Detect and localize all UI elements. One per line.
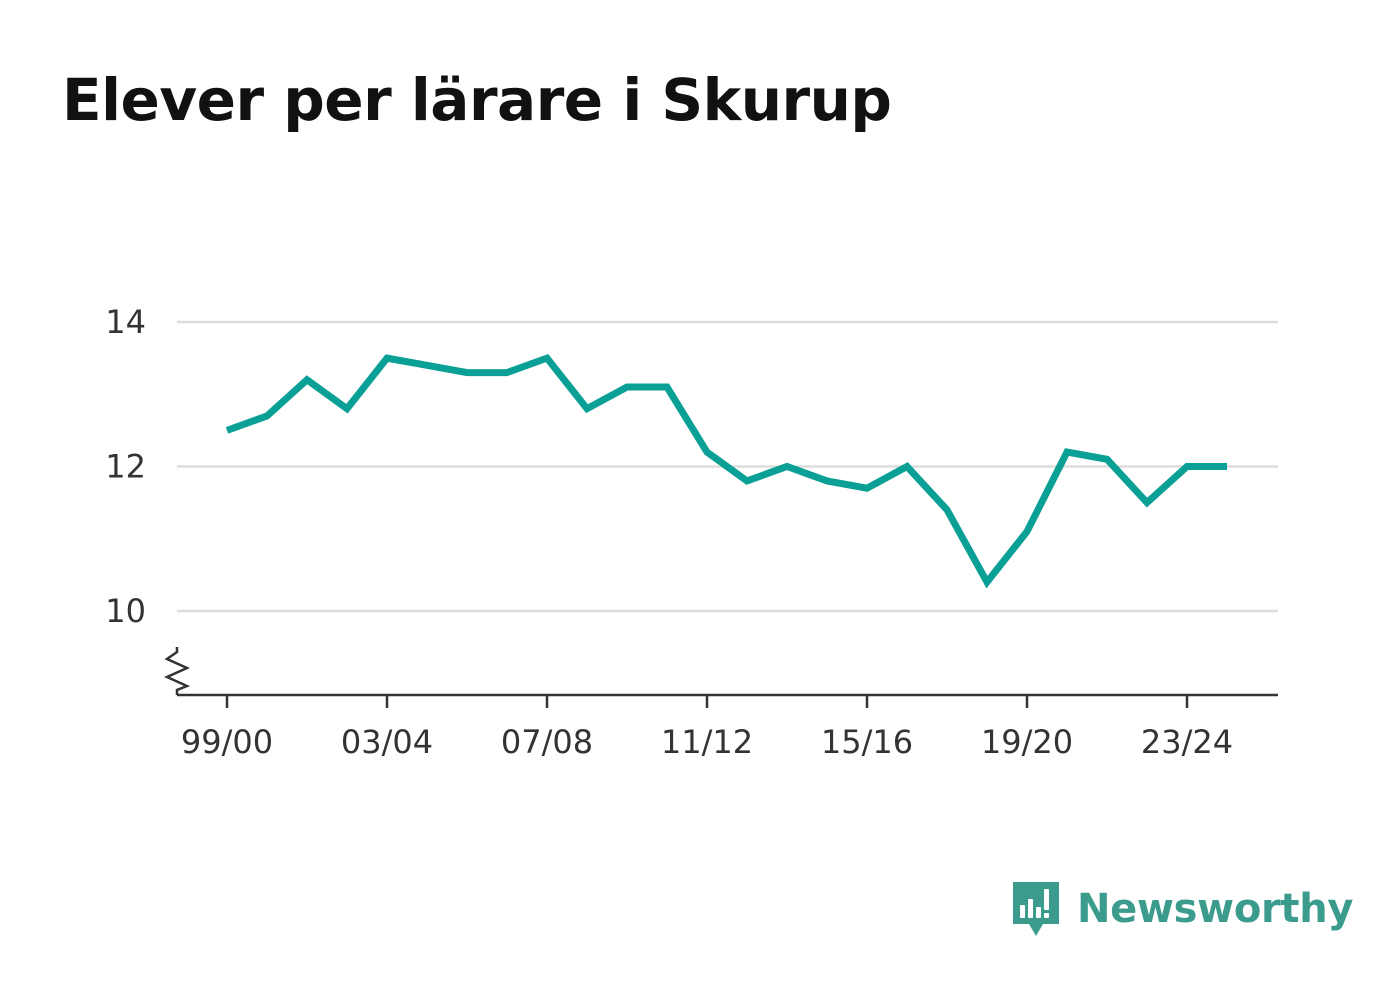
newsworthy-logo-text: Newsworthy — [1077, 886, 1354, 932]
y-tick-label: 10 — [105, 592, 146, 630]
y-tick-label: 14 — [105, 303, 146, 341]
series-lines — [225, 353, 1227, 589]
y-tick-label: 12 — [105, 448, 146, 486]
series-line — [225, 353, 1227, 589]
x-tick-label: 15/16 — [821, 723, 913, 761]
x-tick-label: 23/24 — [1141, 723, 1233, 761]
newsworthy-logo-icon — [1013, 882, 1059, 936]
x-tick-label: 03/04 — [341, 723, 433, 761]
x-axis-ticks: 99/00 03/04 07/08 11/12 15/16 19/20 23/24 — [181, 695, 1233, 761]
x-axis — [163, 647, 1278, 697]
chart-title: Elever per lärare i Skurup — [62, 66, 892, 134]
x-tick-label: 99/00 — [181, 723, 273, 761]
y-axis-break-icon — [163, 647, 191, 695]
x-tick-label: 11/12 — [661, 723, 753, 761]
x-tick-label: 07/08 — [501, 723, 593, 761]
x-tick-label: 19/20 — [981, 723, 1073, 761]
y-axis-ticks: 10 12 14 — [105, 303, 146, 630]
newsworthy-logo: Newsworthy — [1011, 880, 1354, 938]
